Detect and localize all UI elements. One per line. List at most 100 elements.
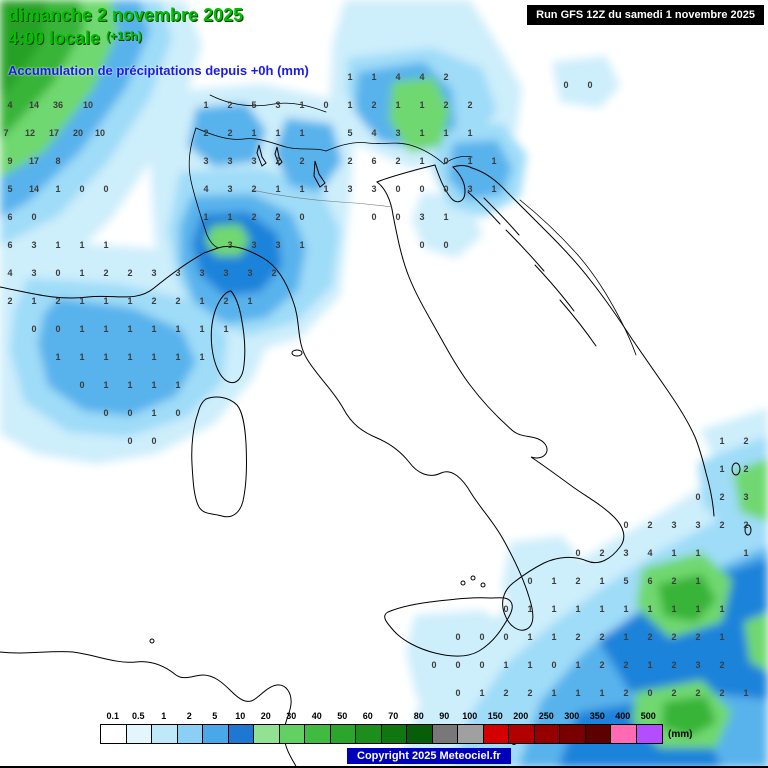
precip-region [188,103,266,167]
precip-value: 1 [647,604,653,614]
precip-value: 1 [347,100,353,110]
precip-value: 0 [455,660,461,670]
legend-swatch [585,725,611,743]
legend-label: 90 [439,711,450,721]
precip-value: 1 [151,380,157,390]
precip-value: 2 [275,156,281,166]
precip-value: 4 [371,128,377,138]
legend-swatch [228,725,254,743]
forecast-offset: (+15h) [106,28,142,43]
precip-value: 3 [31,268,37,278]
precip-value: 4 [203,184,209,194]
coast-sardinia [191,396,248,518]
precip-value: 0 [455,688,461,698]
legend-label: 300 [564,711,580,721]
islands-dalmatia [467,191,501,225]
precip-value: 1 [55,240,61,250]
precip-value: 5 [251,100,257,110]
precip-value: 4 [395,72,401,82]
precip-value: 1 [575,604,581,614]
precip-value: 1 [671,604,677,614]
time-text: 4:00 locale [8,27,101,48]
precip-value: 0 [503,604,509,614]
legend-label: 100 [462,711,478,721]
precip-value: 2 [647,520,653,530]
precip-value: 1 [599,688,605,698]
precip-value: 20 [72,128,84,138]
lake-garda [313,160,326,188]
precip-value: 2 [443,72,449,82]
legend-swatch [356,725,382,743]
date-line: dimanche 2 novembre 2025 [8,5,244,25]
precip-value: 0 [479,660,485,670]
precip-value: 0 [443,184,449,194]
precip-value: 2 [575,576,581,586]
legend-swatch [407,725,433,743]
precip-value: 1 [743,688,749,698]
legend-label: 60 [362,711,373,721]
precip-value: 0 [175,408,181,418]
precip-value: 1 [299,128,305,138]
precip-value: 1 [275,128,281,138]
islands-dalmatia [559,299,597,347]
lake-como [274,146,283,166]
precip-value: 1 [623,604,629,614]
precip-value: 2 [623,688,629,698]
precip-value: 6 [7,240,13,250]
precip-value: 3 [199,268,205,278]
precip-value: 0 [527,576,533,586]
precip-value: 1 [575,688,581,698]
precip-value: 0 [55,268,61,278]
precip-value: 2 [371,100,377,110]
precip-value: 2 [227,100,233,110]
island-elba [291,349,303,357]
precip-value: 2 [719,492,725,502]
precip-value: 2 [503,688,509,698]
precip-value: 2 [251,184,257,194]
precip-value: 2 [299,156,305,166]
legend-label: 50 [337,711,348,721]
precip-value: 0 [587,80,593,90]
precip-value: 3 [419,212,425,222]
legend-swatch [279,725,305,743]
precip-value: 1 [527,660,533,670]
precip-value: 5 [347,128,353,138]
precip-value: 0 [55,324,61,334]
legend-label: 1 [161,711,167,721]
precip-value: 1 [251,128,257,138]
precip-value: 4 [7,268,13,278]
precip-value: 3 [223,268,229,278]
precip-value: 2 [599,548,605,558]
precip-value: 1 [491,184,497,194]
precip-value: 1 [103,240,109,250]
precip-value: 3 [671,520,677,530]
precip-value: 2 [127,268,133,278]
precip-value: 2 [671,660,677,670]
precip-value: 0 [551,660,557,670]
precip-value: 0 [31,212,37,222]
precip-value: 2 [227,128,233,138]
legend-label: 350 [589,711,605,721]
precip-value: 1 [79,296,85,306]
coast-dalmatia [471,167,715,517]
coast-istria [434,164,473,203]
precip-value: 0 [103,408,109,418]
precip-value: 8 [55,156,61,166]
precip-value: 1 [743,548,749,558]
precip-value: 3 [151,268,157,278]
precip-value: 2 [175,296,181,306]
precip-region [552,56,620,108]
island-aeolian [480,582,486,588]
precip-value: 1 [443,128,449,138]
legend-swatch [534,725,560,743]
precip-value: 3 [227,184,233,194]
precip-value: 2 [271,268,277,278]
legend-swatch [458,725,484,743]
precip-value: 3 [743,492,749,502]
precip-value: 2 [623,660,629,670]
precip-value: 2 [203,128,209,138]
precip-value: 0 [419,240,425,250]
precip-value: 0 [395,184,401,194]
river-po [251,189,393,208]
